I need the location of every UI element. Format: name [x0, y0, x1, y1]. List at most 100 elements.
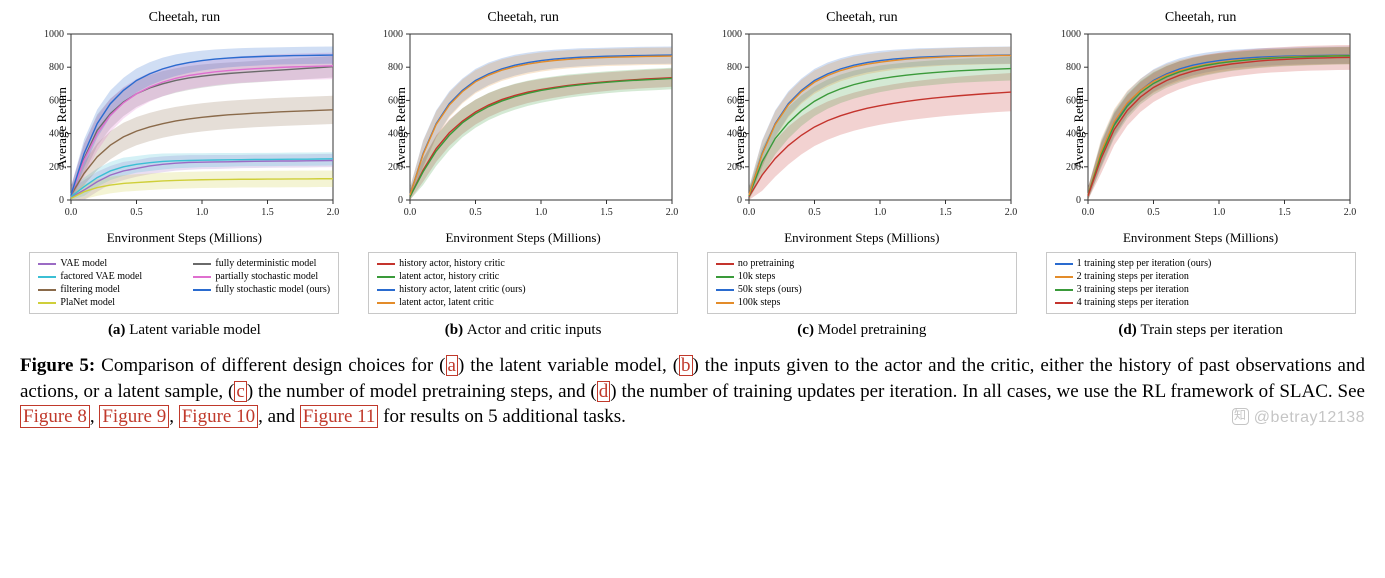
- legend-label: 2 training steps per iteration: [1077, 270, 1189, 283]
- chart-title: Cheetah, run: [1046, 10, 1356, 26]
- y-axis-label: Average Return: [1070, 87, 1086, 169]
- chart-svg: 0.00.51.01.52.002004006008001000: [1046, 28, 1356, 228]
- legend-item: no pretraining: [716, 257, 1008, 270]
- caption-text-3: ) the number of model pretraining steps,…: [247, 381, 597, 402]
- legend-label: fully stochastic model (ours): [215, 283, 330, 296]
- svg-text:1000: 1000: [44, 29, 64, 40]
- svg-text:1.0: 1.0: [1212, 207, 1225, 218]
- panel-c: Cheetah, run0.00.51.01.52.00200400600800…: [698, 10, 1027, 339]
- legend-label: 4 training steps per iteration: [1077, 296, 1189, 309]
- legend-label: partially stochastic model: [215, 270, 318, 283]
- x-axis-label: Environment Steps (Millions): [29, 230, 339, 246]
- x-axis-label: Environment Steps (Millions): [368, 230, 678, 246]
- ref-d: d: [597, 381, 611, 402]
- svg-text:2.0: 2.0: [666, 207, 678, 218]
- chart-svg: 0.00.51.01.52.002004006008001000: [29, 28, 339, 228]
- legend-swatch: [716, 276, 734, 278]
- legend-item: partially stochastic model: [193, 270, 330, 283]
- legend-swatch: [193, 276, 211, 278]
- legend-item: latent actor, history critic: [377, 270, 669, 283]
- svg-text:2.0: 2.0: [327, 207, 339, 218]
- y-axis-label: Average Return: [732, 87, 748, 169]
- zhihu-logo-icon: [1232, 408, 1249, 425]
- figure-link-11[interactable]: Figure 11: [300, 405, 379, 428]
- chart-title: Cheetah, run: [368, 10, 678, 26]
- svg-text:1000: 1000: [1061, 29, 1081, 40]
- svg-text:0.0: 0.0: [743, 207, 756, 218]
- subcaption: (c) Model pretraining: [797, 322, 926, 339]
- caption-text-1: ) the latent variable model, (: [458, 355, 679, 376]
- svg-text:1.0: 1.0: [535, 207, 548, 218]
- svg-text:1000: 1000: [722, 29, 742, 40]
- svg-text:0.0: 0.0: [404, 207, 417, 218]
- legend-item: history actor, latent critic (ours): [377, 283, 669, 296]
- legend-item: 10k steps: [716, 270, 1008, 283]
- legend-label: fully deterministic model: [215, 257, 316, 270]
- legend-swatch: [1055, 276, 1073, 278]
- chart-title: Cheetah, run: [29, 10, 339, 26]
- svg-text:0.5: 0.5: [131, 207, 144, 218]
- svg-text:800: 800: [388, 62, 403, 73]
- y-axis-label: Average Return: [54, 87, 70, 169]
- panel-a: Cheetah, run0.00.51.01.52.00200400600800…: [20, 10, 349, 339]
- legend-label: factored VAE model: [60, 270, 142, 283]
- legend-item: VAE model: [38, 257, 175, 270]
- legend-label: VAE model: [60, 257, 107, 270]
- chart-title: Cheetah, run: [707, 10, 1017, 26]
- svg-text:1.5: 1.5: [1278, 207, 1291, 218]
- chart-svg: 0.00.51.01.52.002004006008001000: [368, 28, 678, 228]
- figure-link-8[interactable]: Figure 8: [20, 405, 90, 428]
- svg-text:0: 0: [59, 195, 64, 206]
- legend-label: 1 training step per iteration (ours): [1077, 257, 1212, 270]
- legend-label: 10k steps: [738, 270, 776, 283]
- figure-label: Figure 5:: [20, 355, 95, 376]
- svg-text:0.0: 0.0: [1081, 207, 1094, 218]
- panel-b: Cheetah, run0.00.51.01.52.00200400600800…: [359, 10, 688, 339]
- legend-label: latent actor, history critic: [399, 270, 499, 283]
- legend-item: 1 training step per iteration (ours): [1055, 257, 1347, 270]
- legend-item: fully stochastic model (ours): [193, 283, 330, 296]
- legend-swatch: [193, 263, 211, 265]
- legend-swatch: [1055, 263, 1073, 265]
- legend-swatch: [377, 263, 395, 265]
- figure-link-9[interactable]: Figure 9: [99, 405, 169, 428]
- legend-item: history actor, history critic: [377, 257, 669, 270]
- subcaption: (d) Train steps per iteration: [1118, 322, 1282, 339]
- legend-item: factored VAE model: [38, 270, 175, 283]
- legend-swatch: [716, 289, 734, 291]
- caption-text-0: Comparison of different design choices f…: [101, 355, 445, 376]
- svg-text:2.0: 2.0: [1005, 207, 1017, 218]
- legend-item: 2 training steps per iteration: [1055, 270, 1347, 283]
- svg-text:0: 0: [737, 195, 742, 206]
- legend-item: 3 training steps per iteration: [1055, 283, 1347, 296]
- figure-caption: Figure 5: Comparison of different design…: [20, 353, 1365, 430]
- panel-d: Cheetah, run0.00.51.01.52.00200400600800…: [1036, 10, 1365, 339]
- chart-svg: 0.00.51.01.52.002004006008001000: [707, 28, 1017, 228]
- svg-text:1.5: 1.5: [262, 207, 275, 218]
- subcaption: (b) Actor and critic inputs: [445, 322, 602, 339]
- svg-text:800: 800: [49, 62, 64, 73]
- svg-text:1.5: 1.5: [939, 207, 952, 218]
- legend-item: fully deterministic model: [193, 257, 330, 270]
- svg-text:800: 800: [727, 62, 742, 73]
- subcaption: (a) Latent variable model: [108, 322, 261, 339]
- legend-swatch: [377, 289, 395, 291]
- legend-swatch: [38, 276, 56, 278]
- legend-item: filtering model: [38, 283, 175, 296]
- legend-label: 50k steps (ours): [738, 283, 802, 296]
- y-axis-label: Average Return: [393, 87, 409, 169]
- legend-swatch: [38, 289, 56, 291]
- ref-a: a: [446, 355, 458, 376]
- watermark-text: @betray12138: [1254, 409, 1365, 426]
- legend-label: history actor, history critic: [399, 257, 505, 270]
- legend-swatch: [377, 276, 395, 278]
- ref-c: c: [234, 381, 246, 402]
- legend-label: 100k steps: [738, 296, 781, 309]
- figure-panels-row: Cheetah, run0.00.51.01.52.00200400600800…: [20, 10, 1365, 339]
- legend: history actor, history criticlatent acto…: [368, 252, 678, 314]
- svg-text:1000: 1000: [383, 29, 403, 40]
- caption-text-4: ) the number of training updates per ite…: [610, 381, 1365, 402]
- legend-swatch: [377, 302, 395, 304]
- figure-link-10[interactable]: Figure 10: [179, 405, 258, 428]
- svg-text:0.5: 0.5: [469, 207, 482, 218]
